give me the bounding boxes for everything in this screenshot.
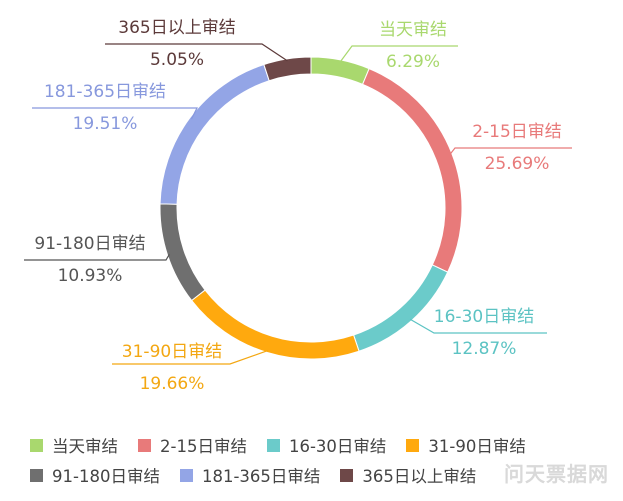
donut-slices <box>159 56 463 360</box>
data-label-value: 12.87% <box>452 339 517 359</box>
legend-item: 91-180日审结 <box>30 463 160 487</box>
legend-swatch <box>30 438 43 452</box>
data-label-value: 5.05% <box>150 50 204 70</box>
leader-line <box>339 45 458 63</box>
donut-slice <box>310 56 370 85</box>
watermark: 问天票据网 <box>504 462 609 486</box>
legend-item: 2-15日审结 <box>138 433 247 457</box>
legend-label: 91-180日审结 <box>52 467 160 486</box>
donut-slice <box>361 67 463 273</box>
leader-line <box>409 318 547 334</box>
data-label-category: 31-90日审结 <box>122 342 222 362</box>
legend-swatch <box>406 438 420 452</box>
legend-item: 181-365日审结 <box>179 463 321 487</box>
leader-line <box>112 350 269 365</box>
leader-line <box>105 43 288 62</box>
legend-label: 31-90日审结 <box>428 437 526 456</box>
donut-slice <box>159 203 206 302</box>
legend: 当天审结 2-15日审结 16-30日审结 31-90日审结 91-180日审结 181… <box>30 430 620 490</box>
data-label-category: 91-180日审结 <box>34 234 145 254</box>
legend-item: 16-30日审结 <box>266 433 387 457</box>
legend-swatch <box>138 438 151 452</box>
legend-label: 365日以上审结 <box>362 467 477 486</box>
data-labels: 当天审结 6.29% 2-15日审结 25.69% 16-30日审结 12.87% 31-9… <box>34 18 561 394</box>
legend-row: 当天审结 2-15日审结 16-30日审结 31-90日审结 <box>30 430 620 460</box>
donut-slice <box>159 63 270 205</box>
legend-item: 31-90日审结 <box>406 433 526 457</box>
legend-swatch <box>266 438 280 452</box>
legend-label: 16-30日审结 <box>288 437 387 456</box>
label-leaders <box>24 43 572 365</box>
legend-label: 181-365日审结 <box>201 467 321 486</box>
legend-swatch <box>340 468 354 482</box>
legend-label: 当天审结 <box>52 437 118 456</box>
data-label-category: 16-30日审结 <box>434 307 534 327</box>
data-label-value: 6.29% <box>386 52 440 72</box>
donut-slice <box>263 56 312 82</box>
legend-row: 91-180日审结 181-365日审结 365日以上审结 <box>30 460 620 490</box>
legend-item: 365日以上审结 <box>340 463 476 487</box>
legend-swatch <box>30 468 43 482</box>
data-label-value: 19.66% <box>140 374 205 394</box>
data-label-value: 25.69% <box>485 154 550 174</box>
data-label-category: 181-365日审结 <box>44 82 166 102</box>
leader-line <box>32 107 198 120</box>
legend-label: 2-15日审结 <box>160 437 247 456</box>
legend-swatch <box>179 468 193 482</box>
leader-line <box>449 147 572 155</box>
data-label-category: 2-15日审结 <box>472 122 562 142</box>
data-label-value: 19.51% <box>73 114 138 134</box>
legend-item: 当天审结 <box>30 433 118 457</box>
data-label-category: 当天审结 <box>379 20 447 40</box>
data-label-category: 365日以上审结 <box>118 18 235 38</box>
data-label-value: 10.93% <box>58 266 123 286</box>
leader-line <box>24 253 170 261</box>
